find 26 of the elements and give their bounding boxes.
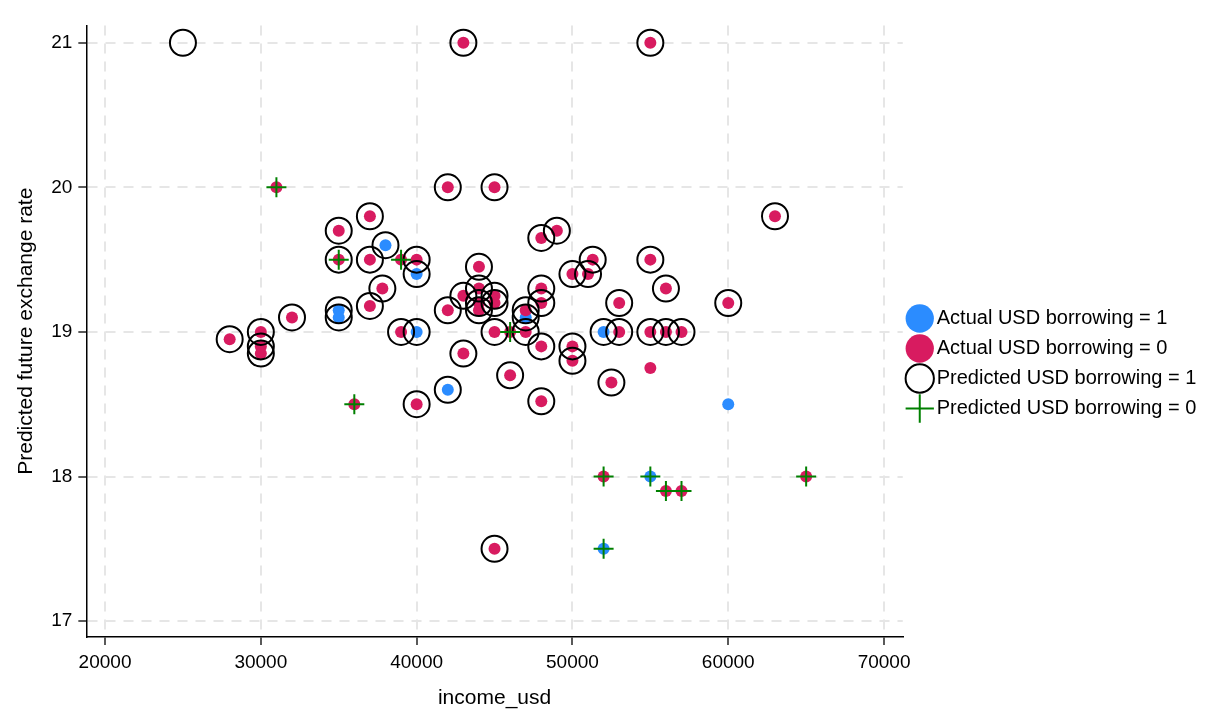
legend-label: Actual USD borrowing = 1 bbox=[936, 306, 1168, 329]
x-tick-label: 40000 bbox=[390, 650, 444, 672]
point bbox=[265, 176, 288, 199]
x-tick-label: 70000 bbox=[857, 650, 911, 672]
y-tick-label: 21 bbox=[51, 30, 73, 52]
legend-label: Predicted USD borrowing = 0 bbox=[936, 396, 1197, 419]
y-tick-label: 17 bbox=[51, 609, 73, 631]
y-tick-label: 20 bbox=[51, 175, 73, 197]
point bbox=[343, 393, 366, 416]
x-tick-label: 30000 bbox=[234, 650, 288, 672]
point bbox=[795, 465, 818, 488]
y-tick-label: 19 bbox=[51, 320, 73, 342]
point bbox=[592, 465, 615, 488]
point bbox=[390, 248, 413, 271]
x-tick-label: 60000 bbox=[701, 650, 755, 672]
x-axis-title: income_usd bbox=[437, 685, 552, 710]
point bbox=[499, 320, 522, 343]
legend-label: Predicted USD borrowing = 1 bbox=[936, 366, 1197, 389]
y-axis-title: Predicted future exchange rate bbox=[13, 187, 37, 475]
point bbox=[722, 398, 735, 411]
x-tick-label: 50000 bbox=[546, 650, 599, 672]
x-tick-label: 20000 bbox=[78, 650, 132, 672]
y-tick-label: 18 bbox=[51, 464, 73, 486]
point bbox=[592, 537, 615, 560]
legend-label: Actual USD borrowing = 0 bbox=[936, 336, 1168, 359]
point bbox=[639, 465, 662, 488]
